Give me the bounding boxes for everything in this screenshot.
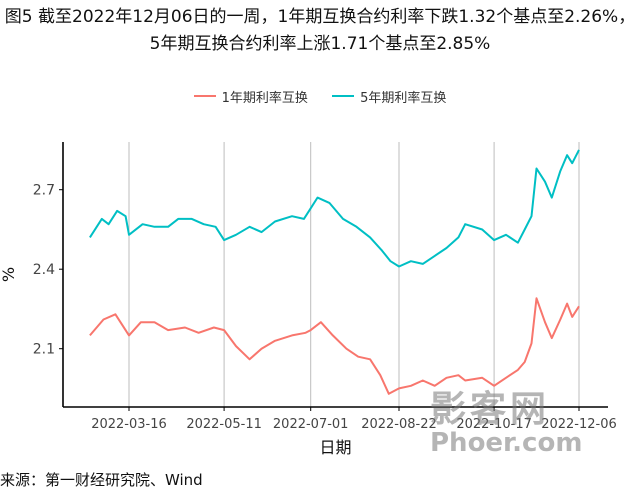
x-tick-label-2: 2022-07-01: [273, 417, 349, 432]
series-line-1y: [89, 297, 580, 395]
legend-item-1y: 1年期利率互换: [193, 87, 308, 106]
x-tick-label-4: 2022-10-17: [456, 417, 532, 432]
legend-swatch-1y: [193, 95, 216, 97]
x-tick-label-3: 2022-08-22: [361, 417, 437, 432]
source-note: 来源：第一财经研究院、Wind: [0, 471, 203, 489]
y-tick-label-1: 2.4: [33, 262, 55, 278]
legend-label-1y: 1年期利率互换: [221, 90, 308, 106]
chart-title: 图5 截至2022年12月06日的一周，1年期互换合约利率下跌1.32个基点至2…: [4, 7, 636, 54]
legend-swatch-5y: [332, 95, 355, 97]
x-tick-label-1: 2022-05-11: [186, 417, 262, 432]
legend-label-5y: 5年期利率互换: [360, 90, 447, 106]
y-tick-label-0: 2.1: [33, 342, 55, 358]
x-tick-label-5: 2022-12-06: [541, 417, 617, 432]
y-tick-label-2: 2.7: [33, 183, 55, 199]
legend-item-5y: 5年期利率互换: [332, 87, 446, 106]
x-axis-title: 日期: [319, 438, 351, 457]
x-tick-label-0: 2022-03-16: [91, 417, 167, 432]
y-axis-title: %: [0, 267, 18, 282]
legend: 1年期利率互换 5年期利率互换: [0, 86, 640, 106]
series-line-5y: [89, 149, 580, 268]
